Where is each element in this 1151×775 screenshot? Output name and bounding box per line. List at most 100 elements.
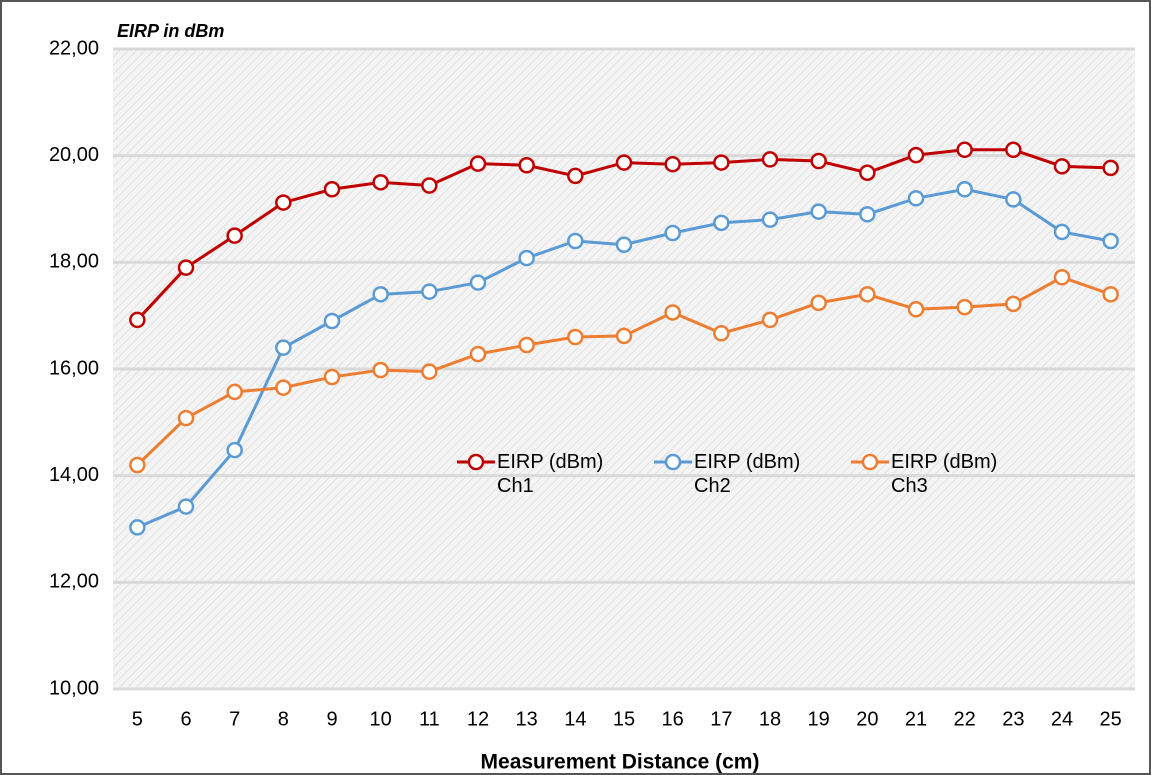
point	[1005, 295, 1022, 313]
point	[518, 249, 535, 267]
point	[1102, 232, 1119, 250]
x-tick-label: 11	[419, 708, 440, 730]
point	[323, 312, 341, 330]
point	[761, 211, 779, 228]
point	[615, 327, 633, 345]
legend-label: EIRP (dBm) Ch3	[891, 451, 998, 497]
x-axis-title: Measurement Distance (cm)	[481, 751, 760, 774]
point	[664, 224, 681, 242]
point	[177, 409, 195, 427]
point	[1005, 191, 1022, 208]
point	[859, 206, 876, 223]
x-tick-label: 15	[613, 708, 635, 730]
y-tick-label: 10,00	[49, 677, 99, 699]
x-tick-label: 25	[1100, 708, 1122, 730]
x-tick-label: 16	[662, 708, 684, 730]
x-tick-label: 7	[229, 708, 240, 730]
legend-swatch	[851, 453, 889, 471]
point	[372, 286, 389, 303]
point	[615, 236, 633, 253]
point	[226, 441, 243, 459]
x-tick-label: 8	[278, 708, 289, 730]
point	[713, 214, 730, 232]
point	[907, 190, 925, 207]
point	[615, 154, 633, 171]
point	[469, 345, 487, 363]
x-tick-label: 9	[326, 708, 337, 730]
y-tick-label: 12,00	[49, 571, 99, 593]
legend-swatch	[654, 453, 692, 471]
point	[275, 194, 292, 211]
x-tick-label: 21	[905, 708, 927, 730]
point	[421, 363, 438, 380]
point	[1102, 159, 1119, 177]
y-tick-label: 20,00	[49, 144, 99, 166]
point	[1102, 286, 1119, 303]
point	[810, 294, 827, 312]
point	[567, 232, 584, 250]
point	[1053, 158, 1071, 175]
point	[129, 311, 146, 329]
y-tick-label: 18,00	[49, 251, 99, 273]
legend-marker	[467, 453, 485, 471]
point	[275, 339, 292, 356]
point	[323, 181, 341, 198]
point	[372, 174, 389, 191]
point	[761, 151, 779, 168]
point	[713, 325, 730, 342]
point	[1053, 269, 1071, 286]
x-tick-label: 24	[1051, 708, 1073, 730]
point	[226, 227, 243, 244]
x-tick-label: 13	[516, 708, 538, 730]
point	[664, 155, 681, 173]
legend-label: EIRP (dBm) Ch1	[497, 451, 604, 497]
point	[956, 298, 973, 316]
point	[469, 274, 487, 291]
x-tick-label: 22	[954, 708, 976, 730]
y-tick-label: 22,00	[49, 37, 99, 59]
point	[129, 519, 146, 536]
point	[907, 301, 925, 318]
point	[323, 368, 341, 386]
x-tick-label: 18	[759, 708, 781, 730]
point	[567, 328, 584, 346]
x-tick-label: 17	[710, 708, 732, 730]
point	[956, 141, 973, 159]
point	[713, 154, 730, 171]
point	[859, 164, 876, 181]
point	[1053, 223, 1071, 241]
legend-item: EIRP (dBm) Ch3	[849, 450, 1046, 498]
point	[177, 498, 195, 515]
point	[956, 181, 973, 198]
legend-label: EIRP (dBm) Ch2	[694, 451, 801, 497]
point	[810, 203, 827, 220]
point	[518, 336, 535, 354]
x-tick-label: 23	[1002, 708, 1024, 730]
legend-marker	[861, 453, 879, 471]
x-tick-label: 14	[564, 708, 586, 730]
x-tick-label: 19	[808, 708, 830, 730]
point	[177, 259, 195, 276]
point	[421, 177, 438, 194]
x-tick-label: 10	[370, 708, 392, 730]
legend: EIRP (dBm) Ch1 EIRP (dBm) Ch2 EIRP (dBm) C…	[455, 450, 1046, 498]
point	[129, 456, 146, 474]
x-tick-label: 6	[180, 708, 191, 730]
point	[372, 361, 389, 379]
y-tick-label: 16,00	[49, 357, 99, 379]
legend-marker	[664, 453, 682, 471]
y-tick-label: 14,00	[49, 464, 99, 486]
point	[421, 283, 438, 300]
point	[907, 146, 925, 164]
x-tick-label: 5	[132, 708, 143, 730]
point	[226, 383, 243, 401]
point	[761, 311, 779, 329]
y-axis-title: EIRP in dBm	[117, 21, 224, 41]
x-tick-label: 20	[856, 708, 878, 730]
point	[567, 167, 584, 185]
legend-swatch	[457, 453, 495, 471]
legend-item: EIRP (dBm) Ch2	[652, 450, 849, 498]
